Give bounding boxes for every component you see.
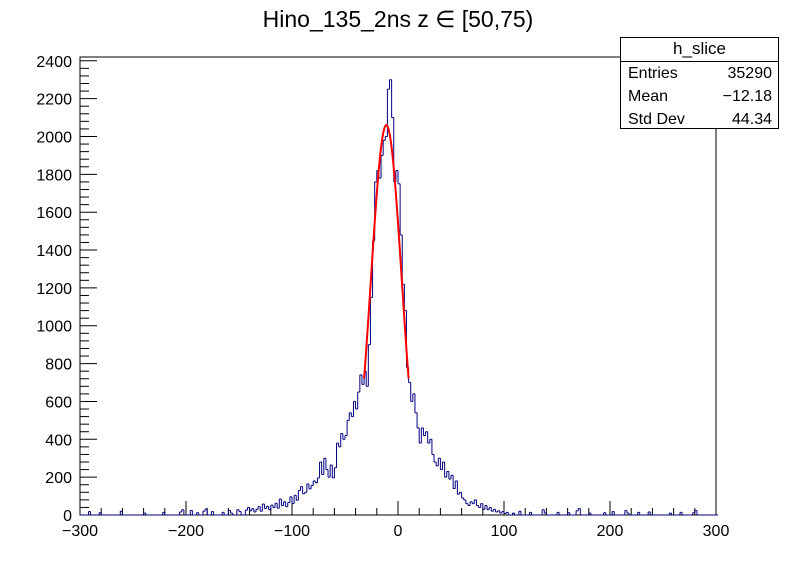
y-tick-label: 0: [63, 508, 72, 525]
x-tick-label: −100: [274, 523, 310, 540]
chart-title: Hino_135_2ns z ∈ [50,75): [262, 6, 534, 32]
y-tick-label: 2200: [36, 92, 72, 109]
stats-row-stddev: Std Dev 44.34: [621, 108, 778, 131]
stats-value-entries: 35290: [727, 65, 773, 82]
y-tick-label: 1400: [36, 243, 72, 260]
x-tick-label: 0: [394, 523, 403, 540]
stats-row-entries: Entries 35290: [621, 62, 778, 85]
stats-row-mean: Mean −12.18: [621, 85, 778, 108]
y-tick-label: 800: [45, 357, 72, 374]
stats-key-mean: Mean: [628, 88, 669, 105]
x-tick-label: 200: [597, 523, 624, 540]
x-tick-label: −300: [62, 523, 98, 540]
stats-key-entries: Entries: [628, 65, 678, 82]
y-tick-label: 2000: [36, 129, 72, 146]
stats-box-title: h_slice: [621, 38, 778, 62]
x-tick-label: −200: [168, 523, 204, 540]
stats-box: h_slice Entries 35290 Mean −12.18 Std De…: [620, 37, 779, 129]
y-tick-label: 400: [45, 432, 72, 449]
y-tick-label: 1200: [36, 281, 72, 298]
x-tick-label: 300: [703, 523, 730, 540]
x-tick-label: 100: [491, 523, 518, 540]
y-tick-label: 600: [45, 394, 72, 411]
stats-value-mean: −12.18: [722, 88, 772, 105]
y-tick-label: 200: [45, 470, 72, 487]
y-tick-label: 2400: [36, 54, 72, 71]
y-tick-label: 1600: [36, 205, 72, 222]
y-tick-label: 1800: [36, 167, 72, 184]
fit-curve: [363, 124, 410, 379]
stats-key-stddev: Std Dev: [628, 111, 685, 128]
stats-value-stddev: 44.34: [731, 111, 772, 128]
y-tick-label: 1000: [36, 319, 72, 336]
